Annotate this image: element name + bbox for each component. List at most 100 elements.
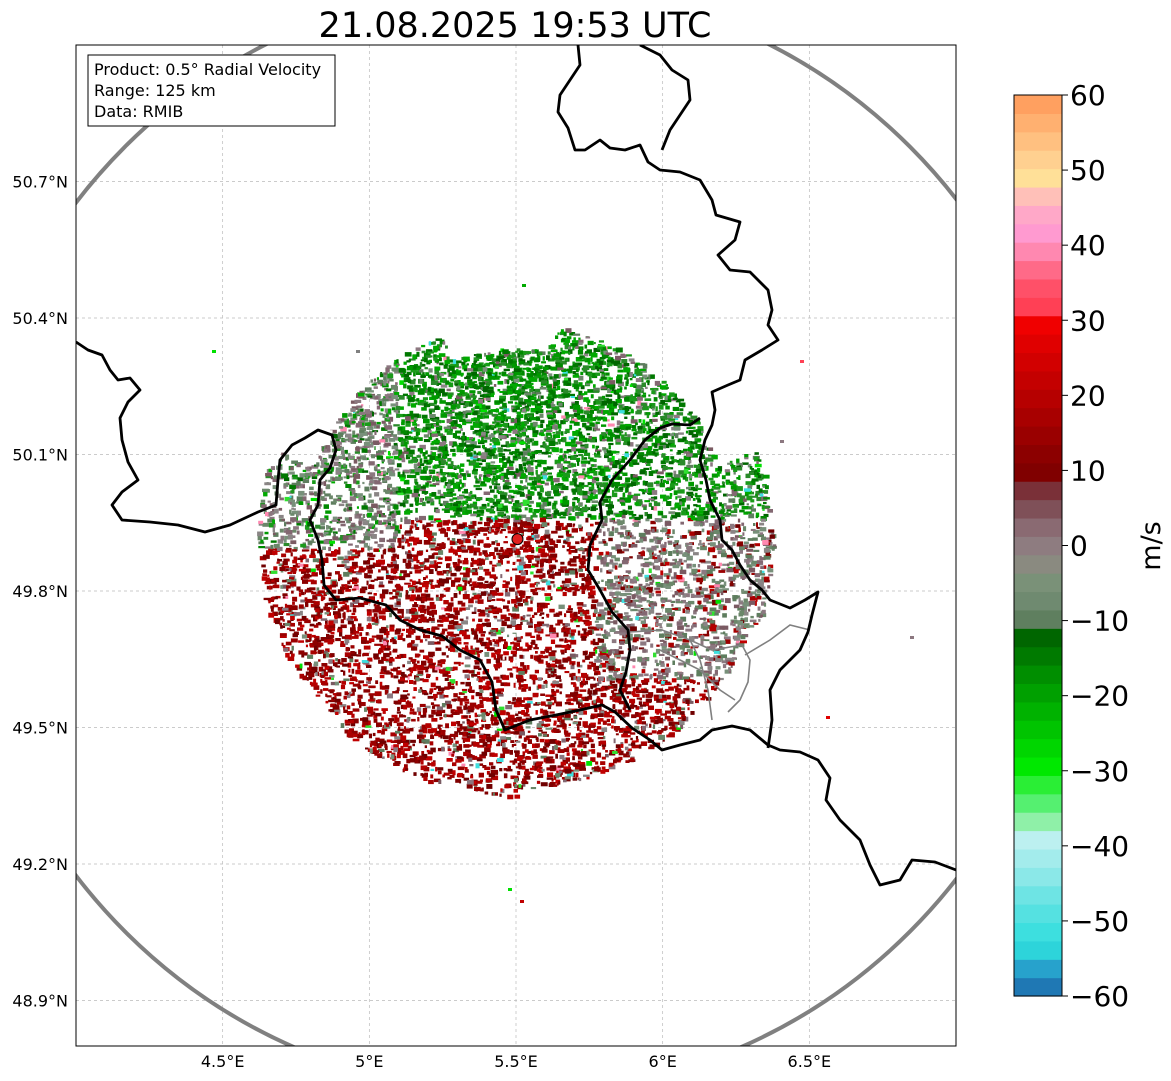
echo-gate: [324, 531, 329, 535]
echo-gate: [637, 706, 643, 709]
echo-gate: [545, 669, 549, 674]
echo-gate: [681, 707, 686, 711]
echo-gate: [730, 529, 736, 534]
echo-gate: [310, 600, 316, 604]
echo-gate: [453, 748, 459, 753]
echo-gate: [373, 593, 377, 596]
echo-gate: [764, 579, 770, 583]
echo-gate: [397, 537, 405, 543]
echo-gate: [504, 498, 509, 503]
echo-gate: [403, 479, 410, 485]
echo-gate: [763, 501, 767, 505]
echo-gate: [272, 611, 278, 616]
echo-gate: [353, 663, 360, 667]
echo-gate: [653, 668, 659, 671]
echo-gate: [443, 735, 449, 740]
echo-gate: [642, 429, 646, 434]
echo-gate: [343, 611, 346, 615]
echo-gate: [325, 510, 332, 514]
echo-gate: [644, 574, 650, 579]
echo-gate: [756, 484, 760, 489]
echo-gate: [405, 590, 408, 595]
echo-gate: [373, 513, 379, 517]
echo-gate: [489, 449, 495, 455]
echo-gate: [549, 711, 555, 714]
echo-gate: [610, 604, 616, 608]
echo-gate: [310, 550, 315, 556]
echo-gate: [555, 644, 562, 648]
echo-gate: [418, 614, 423, 618]
echo-gate: [608, 752, 616, 756]
echo-gate: [610, 615, 614, 620]
echo-gate: [607, 617, 612, 620]
echo-gate: [316, 506, 321, 509]
echo-gate: [675, 598, 681, 604]
echo-gate: [289, 629, 295, 632]
echo-gate: [420, 761, 424, 765]
echo-gate: [515, 432, 518, 436]
echo-gate: [374, 643, 381, 646]
echo-gate: [504, 549, 508, 552]
echo-gate: [407, 431, 413, 434]
echo-gate: [491, 425, 495, 431]
echo-gate: [287, 571, 292, 575]
echo-gate: [520, 662, 525, 667]
echo-gate: [701, 575, 706, 581]
echo-gate: [703, 574, 709, 579]
echo-gate: [567, 608, 573, 611]
echo-gate: [283, 484, 287, 489]
echo-gate: [419, 604, 424, 607]
echo-gate: [718, 677, 724, 681]
echo-gate: [439, 452, 443, 457]
echo-gate: [579, 762, 585, 767]
echo-gate: [468, 670, 475, 674]
echo-gate: [701, 429, 704, 433]
echo-gate: [688, 450, 693, 453]
echo-gate: [660, 494, 667, 499]
echo-gate: [568, 550, 576, 553]
echo-gate: [484, 411, 489, 415]
echo-gate: [349, 693, 353, 697]
echo-gate: [358, 517, 364, 521]
echo-gate: [604, 607, 609, 611]
echo-gate: [564, 671, 570, 674]
echo-gate: [459, 778, 462, 784]
echo-gate: [573, 750, 577, 755]
echo-gate: [405, 728, 411, 734]
echo-gate: [556, 782, 559, 786]
echo-gate: [312, 472, 319, 477]
echo-gate: [660, 597, 666, 601]
echo-gate: [531, 614, 535, 618]
echo-gate: [358, 602, 365, 608]
echo-gate: [591, 480, 596, 484]
echo-gate: [537, 409, 544, 414]
echo-gate: [396, 687, 400, 692]
echo-gate: [595, 682, 600, 686]
echo-gate: [546, 723, 551, 727]
echo-gate: [724, 657, 731, 662]
echo-gate: [505, 441, 510, 446]
echo-gate: [498, 706, 505, 711]
echo-gate: [478, 667, 482, 671]
echo-gate: [549, 358, 554, 361]
echo-gate: [555, 701, 562, 707]
echo-gate: [270, 596, 275, 601]
echo-gate: [404, 616, 410, 620]
echo-gate: [621, 688, 627, 693]
echo-gate: [596, 656, 600, 660]
echo-gate: [538, 733, 542, 737]
echo-gate: [558, 440, 561, 445]
echo-gate: [385, 472, 389, 475]
echo-gate: [388, 459, 392, 464]
echo-gate: [711, 485, 716, 489]
echo-gate: [673, 685, 679, 689]
echo-gate: [583, 369, 588, 373]
echo-gate: [735, 530, 740, 533]
echo-gate: [411, 566, 415, 570]
echo-gate: [676, 672, 684, 676]
echo-gate: [648, 492, 653, 495]
echo-gate: [415, 664, 421, 669]
echo-gate: [315, 524, 321, 529]
echo-gate: [500, 492, 506, 497]
echo-gate: [491, 541, 496, 545]
